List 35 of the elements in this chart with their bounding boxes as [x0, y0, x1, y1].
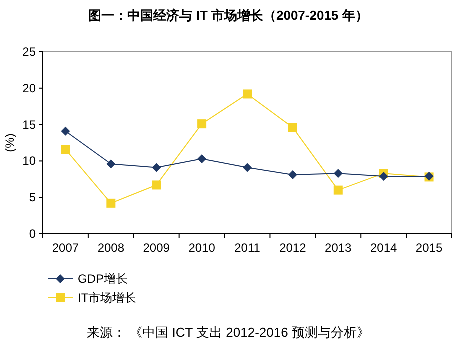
point — [106, 160, 116, 169]
point — [198, 120, 207, 129]
point — [61, 126, 70, 136]
point — [288, 170, 298, 180]
legend-label: GDP增长 — [78, 272, 128, 286]
point — [288, 123, 298, 132]
point — [334, 186, 343, 195]
x-tick-label: 2009 — [143, 241, 170, 255]
point — [379, 172, 388, 181]
point — [243, 163, 252, 172]
y-tick-label: 0 — [29, 227, 36, 241]
x-tick-label: 2008 — [98, 241, 125, 255]
point — [61, 145, 70, 154]
point — [106, 198, 116, 208]
x-tick-label: 2010 — [188, 241, 216, 255]
x-tick-label: 2015 — [416, 241, 443, 255]
y-tick-label: 15 — [22, 118, 36, 132]
y-tick-label: 5 — [29, 190, 36, 205]
point — [243, 90, 252, 99]
point — [152, 163, 162, 172]
chart-title: 图一：中国经济与 IT 市场增长（2007-2015 年） — [88, 8, 368, 23]
y-tick-label: 20 — [22, 81, 36, 96]
source-note: 来源： 《中国 ICT 支出 2012-2016 预测与分析》 — [87, 325, 370, 340]
x-tick-label: 2013 — [325, 241, 352, 255]
x-tick-label: 2012 — [280, 241, 307, 255]
legend-label: IT市场增长 — [78, 291, 137, 305]
point — [198, 154, 207, 164]
y-tick-label: 25 — [22, 45, 36, 59]
x-tick-label: 2014 — [370, 241, 398, 255]
x-tick-label: 2007 — [52, 241, 80, 255]
point — [152, 180, 162, 190]
y-tick-label: 10 — [22, 154, 36, 168]
y-axis-title: (%) — [3, 134, 17, 152]
x-tick-label: 2011 — [234, 241, 261, 255]
point — [334, 169, 343, 178]
